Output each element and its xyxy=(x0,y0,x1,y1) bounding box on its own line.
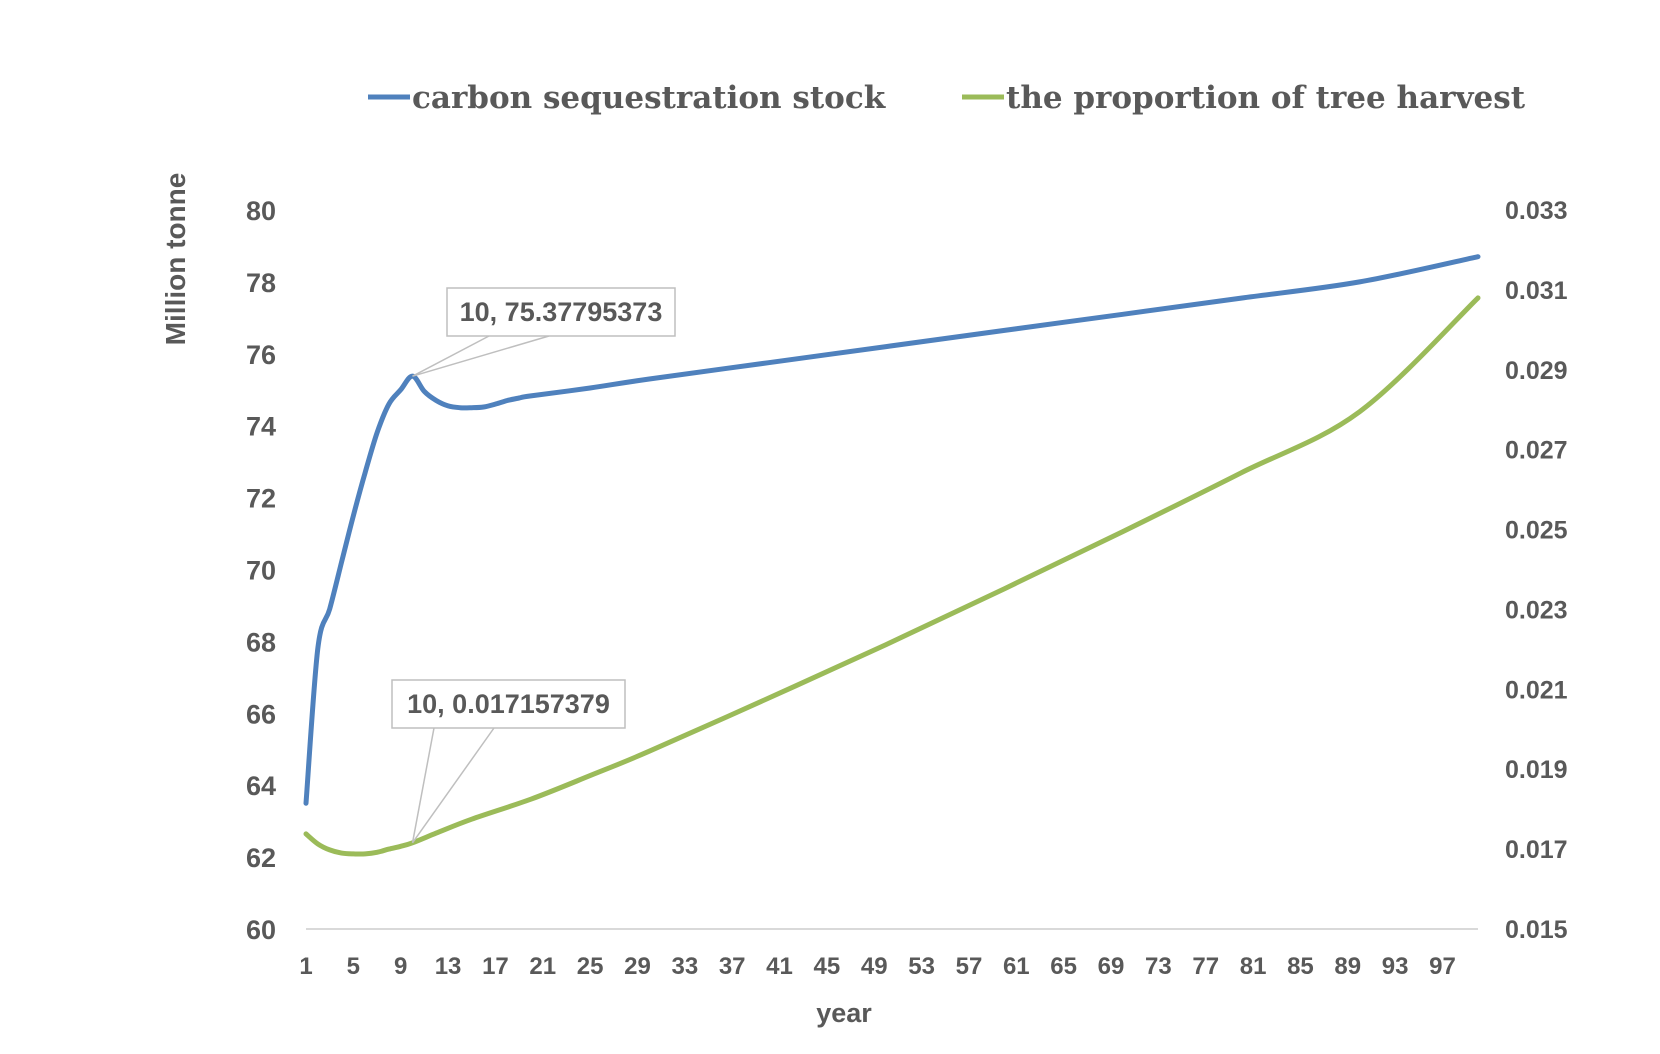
callout-box xyxy=(446,287,676,337)
y-tick-label: 70 xyxy=(246,556,276,586)
y-tick-label: 64 xyxy=(246,771,276,801)
data-callouts: 10, 75.37795373 10, 0.017157379 xyxy=(391,287,676,844)
series-line-proportion-of-tree-harvest xyxy=(303,295,1481,857)
series-layer xyxy=(303,254,1481,857)
y2-tick-label: 0.021 xyxy=(1505,676,1568,704)
x-tick-label: 77 xyxy=(1192,953,1219,980)
x-tick-label: 61 xyxy=(1003,953,1030,980)
legend-label-harvest: the proportion of tree harvest xyxy=(1006,80,1526,116)
callout-pointer xyxy=(412,335,550,377)
x-tick-label: 45 xyxy=(814,953,841,980)
x-tick-label: 5 xyxy=(347,953,360,980)
y-axis-right: 0.015 0.017 0.019 0.021 0.023 0.025 0.027 0.029… xyxy=(1505,197,1568,944)
y-axis-title: Million tonne xyxy=(160,173,191,346)
x-tick-label: 13 xyxy=(435,953,462,980)
x-tick-label: 37 xyxy=(719,953,746,980)
x-tick-label: 25 xyxy=(577,953,604,980)
y2-tick-label: 0.017 xyxy=(1505,836,1568,864)
y-tick-label: 60 xyxy=(246,915,276,945)
x-tick-label: 81 xyxy=(1240,953,1267,980)
y-tick-label: 78 xyxy=(246,268,276,298)
x-tick-label: 97 xyxy=(1429,953,1456,980)
y-tick-label: 80 xyxy=(246,196,276,226)
x-tick-label: 57 xyxy=(956,953,983,980)
x-tick-label: 21 xyxy=(529,953,556,980)
y2-tick-label: 0.031 xyxy=(1505,277,1568,305)
x-axis: 1 5 9 13 17 21 25 29 33 37 41 45 49 53 57 61 65 69 73 77 81 8… xyxy=(299,953,1456,980)
y-tick-label: 66 xyxy=(246,699,276,729)
y2-tick-label: 0.023 xyxy=(1505,596,1568,624)
y2-tick-label: 0.019 xyxy=(1505,756,1568,784)
x-tick-label: 17 xyxy=(482,953,509,980)
x-tick-label: 49 xyxy=(861,953,888,980)
y-tick-label: 68 xyxy=(246,627,276,657)
x-tick-label: 93 xyxy=(1382,953,1409,980)
y-tick-label: 62 xyxy=(246,843,276,873)
x-tick-label: 1 xyxy=(299,953,312,980)
y2-tick-label: 0.015 xyxy=(1505,916,1568,944)
y2-tick-label: 0.033 xyxy=(1505,197,1568,225)
legend: carbon sequestration stock the proportio… xyxy=(368,80,1526,116)
y-tick-label: 72 xyxy=(246,484,276,514)
x-tick-label: 29 xyxy=(624,953,651,980)
callout-box xyxy=(391,679,626,729)
x-tick-label: 65 xyxy=(1050,953,1077,980)
legend-label-carbon: carbon sequestration stock xyxy=(412,80,887,116)
x-tick-label: 73 xyxy=(1145,953,1172,980)
x-tick-label: 69 xyxy=(1098,953,1125,980)
x-tick-label: 89 xyxy=(1334,953,1361,980)
y2-tick-label: 0.025 xyxy=(1505,517,1568,545)
y-axis-left: 60 62 64 66 68 70 72 74 76 78 80 xyxy=(246,196,276,945)
x-axis-title: year xyxy=(816,998,872,1028)
x-tick-label: 33 xyxy=(671,953,698,980)
x-tick-label: 53 xyxy=(908,953,935,980)
x-tick-label: 9 xyxy=(394,953,407,980)
x-tick-label: 41 xyxy=(766,953,793,980)
series-line-carbon-sequestration-stock xyxy=(303,254,1481,806)
callout-pointer xyxy=(411,727,495,844)
x-tick-label: 85 xyxy=(1287,953,1314,980)
callout-label: 10, 75.37795373 xyxy=(460,297,663,327)
y-tick-label: 76 xyxy=(246,340,276,370)
y2-tick-label: 0.029 xyxy=(1505,357,1568,385)
y2-tick-label: 0.027 xyxy=(1505,437,1568,465)
y-tick-label: 74 xyxy=(246,412,276,442)
callout-label: 10, 0.017157379 xyxy=(407,689,610,719)
